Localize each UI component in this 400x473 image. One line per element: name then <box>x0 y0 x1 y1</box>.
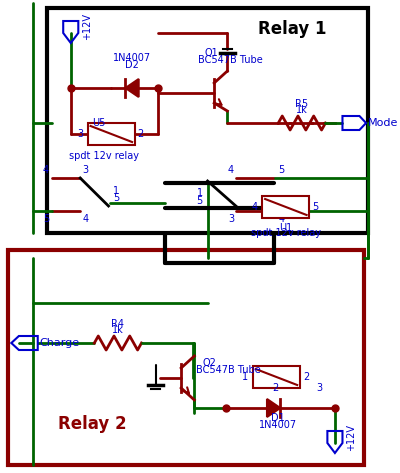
Text: R4: R4 <box>112 319 124 329</box>
Text: +12V: +12V <box>82 14 92 41</box>
Text: 5: 5 <box>113 193 120 203</box>
FancyBboxPatch shape <box>253 366 300 388</box>
Polygon shape <box>267 399 280 417</box>
Text: 5: 5 <box>43 214 49 224</box>
Text: 4: 4 <box>252 202 258 212</box>
FancyBboxPatch shape <box>8 250 364 465</box>
Text: 3: 3 <box>316 383 322 393</box>
Text: 4: 4 <box>43 165 49 175</box>
Text: D2: D2 <box>125 60 139 70</box>
Text: 2: 2 <box>303 372 309 382</box>
FancyBboxPatch shape <box>47 8 368 233</box>
Text: R5: R5 <box>295 99 308 109</box>
Text: Mode: Mode <box>368 118 398 128</box>
Text: spdt 12v relay: spdt 12v relay <box>251 228 321 238</box>
Text: 1: 1 <box>242 372 248 382</box>
Text: U1: U1 <box>279 223 292 233</box>
Text: 2: 2 <box>272 383 278 393</box>
FancyBboxPatch shape <box>262 196 310 218</box>
Text: 3: 3 <box>82 165 88 175</box>
Text: 1: 1 <box>197 188 203 198</box>
FancyBboxPatch shape <box>88 123 135 145</box>
Text: spdt 12v relay: spdt 12v relay <box>69 151 139 161</box>
Text: Relay 2: Relay 2 <box>58 415 127 433</box>
Text: Charge: Charge <box>40 338 80 348</box>
Text: 1N4007: 1N4007 <box>113 53 151 63</box>
Text: 5: 5 <box>278 165 284 175</box>
Text: 1: 1 <box>113 186 119 196</box>
Text: Q1: Q1 <box>205 48 218 58</box>
Text: D1: D1 <box>272 413 285 423</box>
Text: Q2: Q2 <box>203 358 217 368</box>
Text: 2: 2 <box>138 129 144 139</box>
Text: 3: 3 <box>228 214 234 224</box>
Text: Relay 1: Relay 1 <box>258 20 327 38</box>
Text: 4: 4 <box>82 214 88 224</box>
Text: BC547B Tube: BC547B Tube <box>198 55 263 65</box>
Text: 1k: 1k <box>112 325 124 335</box>
Text: 4: 4 <box>278 214 284 224</box>
Text: 5: 5 <box>312 202 318 212</box>
Polygon shape <box>126 79 139 97</box>
Text: 4: 4 <box>228 165 234 175</box>
Text: +12V: +12V <box>346 423 356 450</box>
Text: 1k: 1k <box>296 105 308 115</box>
Text: 5: 5 <box>196 196 203 206</box>
Text: U5: U5 <box>92 118 106 128</box>
Text: 1N4007: 1N4007 <box>259 420 297 430</box>
Text: BC547B Tube: BC547B Tube <box>196 365 261 375</box>
Text: 3: 3 <box>77 129 83 139</box>
